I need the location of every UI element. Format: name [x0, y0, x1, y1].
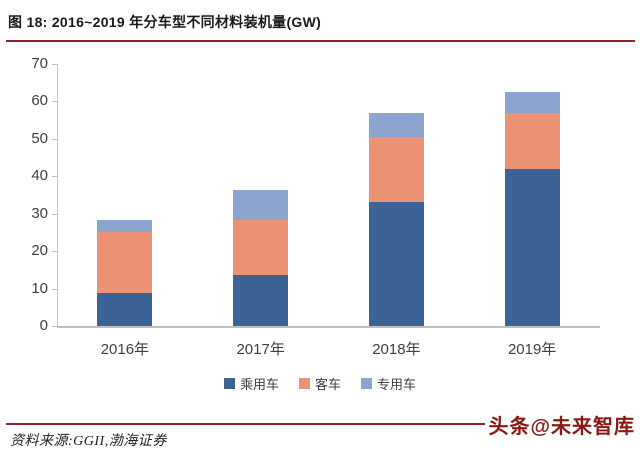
bar-segment-客车 [233, 220, 289, 276]
x-axis-category-label: 2016年 [100, 341, 150, 358]
bar-segment-专用车 [368, 113, 424, 137]
title-divider-line [6, 40, 635, 44]
bar-segment-乘用车 [504, 168, 560, 326]
y-tick-mark [52, 101, 57, 103]
figure-title: 图 18: 2016~2019 年分车型不同材料装机量(GW) [8, 14, 322, 30]
legend-item-专用车: 专用车 [361, 374, 416, 393]
y-tick-label: 30 [31, 204, 48, 222]
y-tick-mark [52, 288, 57, 290]
y-tick-mark [52, 326, 57, 327]
y-axis-line [57, 64, 58, 326]
chart-legend: 乘用车 客车 专用车 [0, 374, 640, 393]
bar-segment-乘用车 [368, 201, 424, 326]
legend-item-乘用车: 乘用车 [223, 374, 279, 393]
bar-segment-客车 [368, 136, 424, 202]
stacked-bar-chart: 0 10 20 30 40 50 60 70 2016年 2017年 2018年 2019年 [0, 44, 640, 364]
y-tick-mark [52, 251, 57, 253]
y-tick-mark [52, 176, 57, 178]
bar-segment-乘用车 [233, 275, 289, 326]
y-tick-label: 20 [31, 242, 48, 260]
legend-label: 客车 [314, 377, 341, 392]
bar-segment-客车 [504, 113, 560, 169]
x-axis-category-label: 2019年 [507, 341, 557, 358]
y-tick-label: 50 [31, 129, 48, 147]
legend-label: 乘用车 [239, 377, 279, 392]
y-tick-mark [52, 213, 57, 215]
bar-segment-专用车 [504, 92, 560, 114]
y-tick-label: 70 [31, 55, 48, 72]
bar-segment-客车 [97, 232, 153, 294]
legend-item-客车: 客车 [298, 374, 341, 393]
bar-segment-专用车 [233, 190, 289, 221]
legend-label: 专用车 [377, 377, 417, 392]
bar-segment-专用车 [97, 220, 153, 233]
y-tick-mark [52, 64, 57, 65]
x-axis-category-label: 2017年 [236, 341, 285, 358]
x-axis-category-label: 2018年 [372, 341, 421, 358]
legend-swatch-icon [298, 378, 310, 389]
legend-swatch-icon [223, 378, 235, 389]
y-tick-label: 40 [31, 167, 48, 185]
y-tick-label: 0 [39, 317, 48, 334]
y-tick-label: 60 [31, 92, 48, 110]
footer-divider-line [6, 423, 635, 425]
legend-swatch-icon [361, 378, 372, 389]
x-axis-line [57, 326, 600, 328]
bar-segment-乘用车 [97, 293, 153, 326]
watermark-text: 头条@未来智库 [485, 414, 638, 440]
y-tick-label: 10 [31, 279, 48, 297]
y-tick-mark [52, 138, 57, 140]
source-note: 资料来源:GGII,渤海证券 [10, 434, 167, 449]
